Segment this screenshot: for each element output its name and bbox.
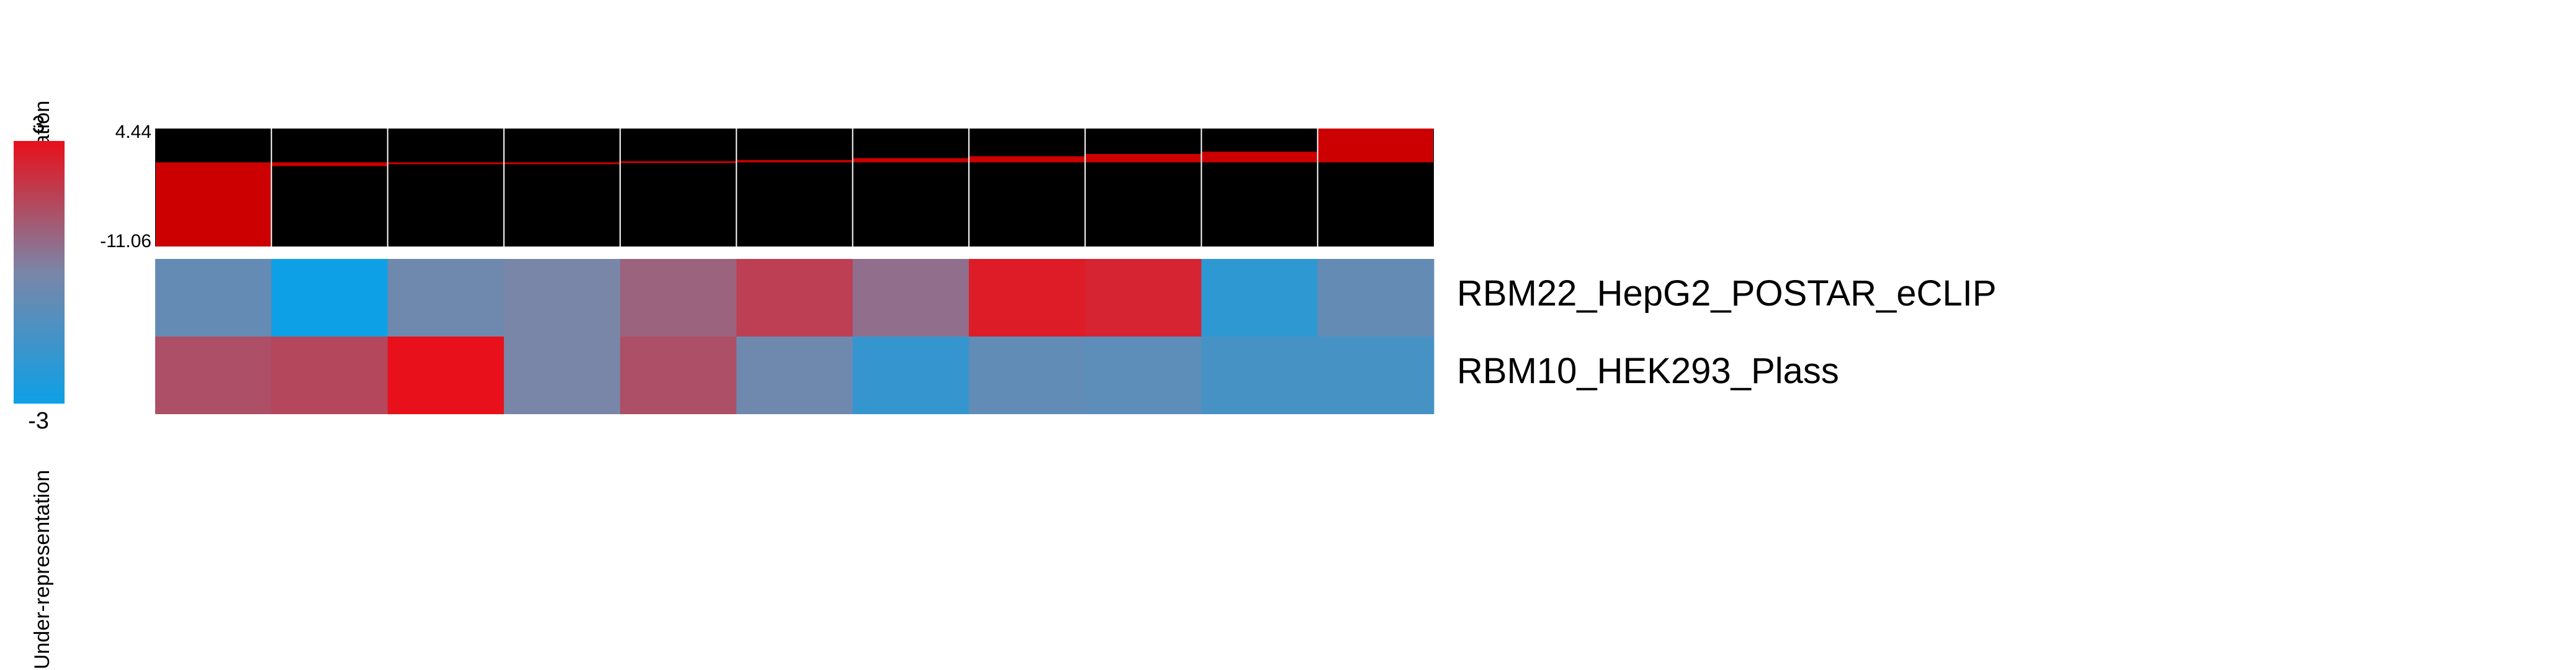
heatmap-cell	[736, 337, 853, 414]
row-label: RBM22_HepG2_POSTAR_eCLIP	[1457, 273, 1996, 314]
track-cell-background	[968, 129, 1086, 247]
track-bar	[504, 162, 620, 165]
legend-bottom-caption: Under-representation	[30, 470, 54, 669]
track-min-label: -11.06	[100, 231, 151, 251]
heatmap-cell	[155, 259, 272, 337]
row-labels: RBM22_HepG2_POSTAR_eCLIP RBM10_HEK293_Pl…	[1457, 273, 1996, 391]
track-bar	[737, 160, 852, 163]
heatmap-cell	[620, 337, 737, 414]
heatmap-cell	[852, 337, 970, 414]
legend-min-label: -3	[28, 408, 49, 434]
track-cell-background	[852, 129, 969, 247]
track-cell-background	[1201, 129, 1318, 247]
value-track: 4.44 -11.06	[100, 122, 1434, 251]
track-cell-background	[1085, 129, 1202, 247]
heatmap-cell	[387, 259, 505, 337]
track-bar	[853, 158, 968, 163]
heatmap-cell	[387, 337, 505, 414]
track-bar	[1086, 153, 1201, 163]
heatmap-cell	[968, 337, 1086, 414]
track-cell-background	[387, 129, 504, 247]
row-label: RBM10_HEK293_Plass	[1457, 351, 1839, 391]
track-bar	[156, 162, 271, 247]
track-cell-background	[503, 129, 621, 247]
heatmap-cell	[1317, 337, 1434, 414]
track-bar	[1202, 152, 1317, 163]
legend-color-bar	[14, 141, 65, 404]
heatmap-cell	[1085, 337, 1202, 414]
track-cell-background	[271, 129, 388, 247]
heatmap-cell	[271, 259, 389, 337]
heatmap-cell	[1201, 259, 1318, 337]
heatmap-cell	[155, 337, 272, 414]
track-bar	[1318, 129, 1433, 163]
heatmap-cell	[620, 259, 737, 337]
heatmap-cell	[503, 337, 621, 414]
heatmap-cell	[271, 337, 389, 414]
heatmap-cell	[1085, 259, 1202, 337]
heatmap-cell	[968, 259, 1086, 337]
track-cell-background	[736, 129, 853, 247]
heatmap-cell	[1317, 259, 1434, 337]
color-legend: Over-representation 3 -3 Under-represent…	[14, 101, 65, 669]
heatmap-cell	[1201, 337, 1318, 414]
track-max-label: 4.44	[115, 122, 151, 142]
heatmap-cells	[155, 259, 1434, 414]
legend-max-label: 3	[32, 112, 45, 138]
track-bar	[388, 162, 503, 165]
heatmap-cell	[736, 259, 853, 337]
track-bar	[621, 161, 736, 163]
track-bar	[969, 156, 1085, 163]
heatmap-cell	[852, 259, 970, 337]
track-cell-background	[620, 129, 737, 247]
heatmap-cell	[503, 259, 621, 337]
track-bar	[272, 162, 387, 166]
